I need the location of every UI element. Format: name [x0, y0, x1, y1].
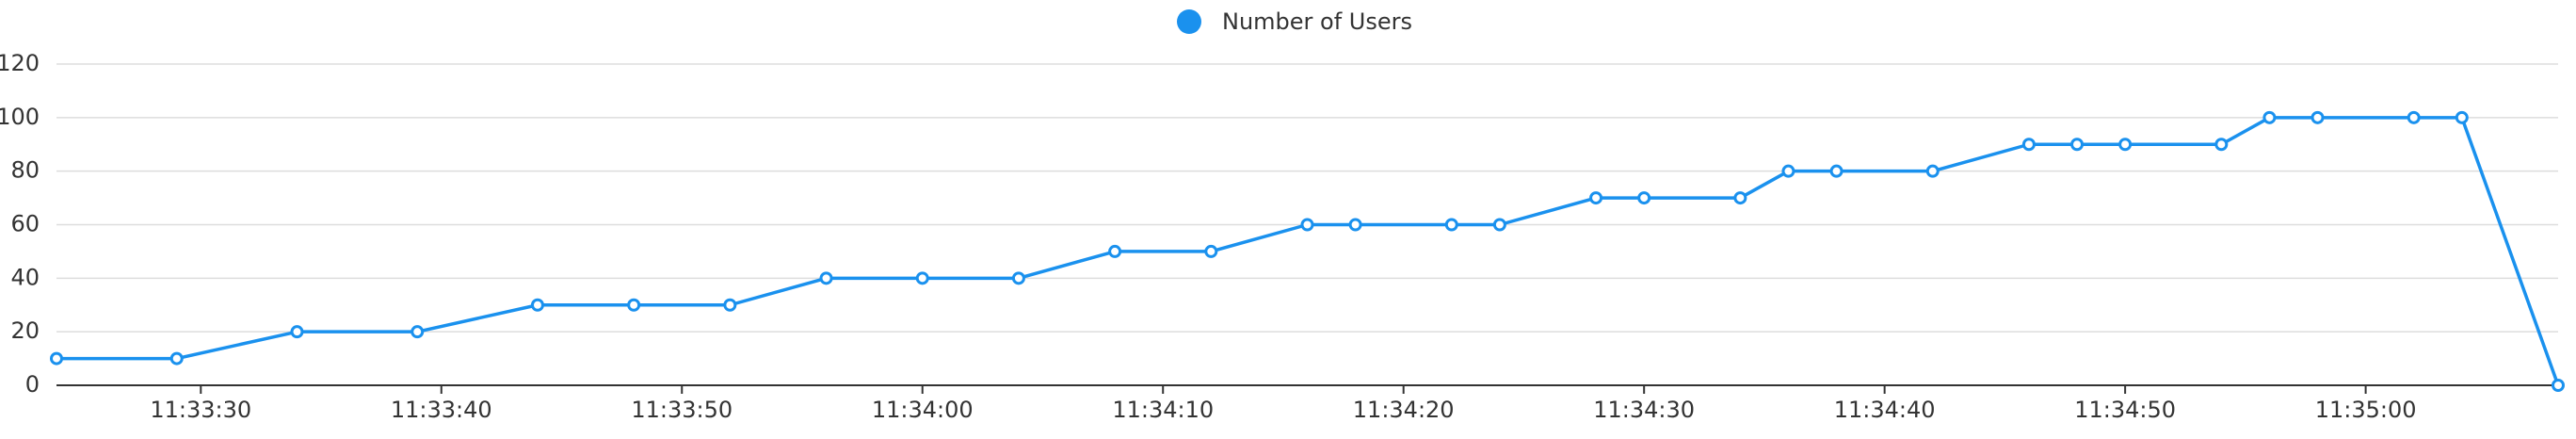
x-tick-label: 11:34:10 — [1112, 397, 1214, 423]
data-point — [627, 298, 641, 312]
data-point — [1444, 218, 1458, 232]
data-point — [1829, 164, 1843, 178]
data-point — [1011, 271, 1025, 285]
data-point — [2214, 138, 2229, 152]
data-point — [2552, 379, 2565, 392]
series-line — [56, 116, 2560, 386]
y-tick-label: 100 — [0, 104, 40, 130]
x-tick-label: 11:34:40 — [1834, 397, 1936, 423]
y-tick-label: 60 — [10, 211, 40, 237]
data-point — [2262, 110, 2277, 124]
data-point — [723, 298, 737, 312]
data-point — [411, 325, 425, 339]
x-tick-label: 11:33:50 — [631, 397, 733, 423]
data-point — [1925, 164, 1940, 178]
x-tick-label: 11:34:50 — [2074, 397, 2176, 423]
data-point — [1589, 191, 1603, 205]
data-point — [819, 271, 833, 285]
data-point — [2455, 110, 2469, 124]
data-point — [1637, 191, 1651, 205]
x-tick-label: 11:34:30 — [1593, 397, 1695, 423]
legend-label: Number of Users — [1222, 8, 1412, 35]
data-point — [1204, 244, 1218, 258]
x-tick-label: 11:33:40 — [391, 397, 492, 423]
x-tick-label: 11:34:20 — [1353, 397, 1455, 423]
data-point — [1348, 218, 1362, 232]
data-point — [1733, 191, 1747, 205]
data-point — [2118, 138, 2133, 152]
y-tick-label: 120 — [0, 50, 40, 76]
data-point — [2070, 138, 2085, 152]
data-point — [1108, 244, 1122, 258]
data-point — [1781, 164, 1795, 178]
data-point — [50, 351, 63, 366]
data-point — [1492, 218, 1506, 232]
data-point — [1300, 218, 1314, 232]
x-tick-label: 11:35:00 — [2315, 397, 2417, 423]
data-point — [2021, 138, 2036, 152]
data-point — [2407, 110, 2421, 124]
y-tick-label: 20 — [10, 317, 40, 344]
data-point — [290, 325, 304, 339]
y-tick-label: 40 — [10, 264, 40, 290]
data-point — [2310, 110, 2325, 124]
y-tick-label: 80 — [10, 157, 40, 184]
data-point — [530, 298, 544, 312]
y-tick-label: 0 — [25, 371, 40, 398]
legend-marker — [1177, 9, 1201, 34]
x-tick-label: 11:33:30 — [150, 397, 251, 423]
data-point — [915, 271, 929, 285]
data-point — [169, 351, 184, 366]
x-tick-label: 11:34:00 — [872, 397, 974, 423]
